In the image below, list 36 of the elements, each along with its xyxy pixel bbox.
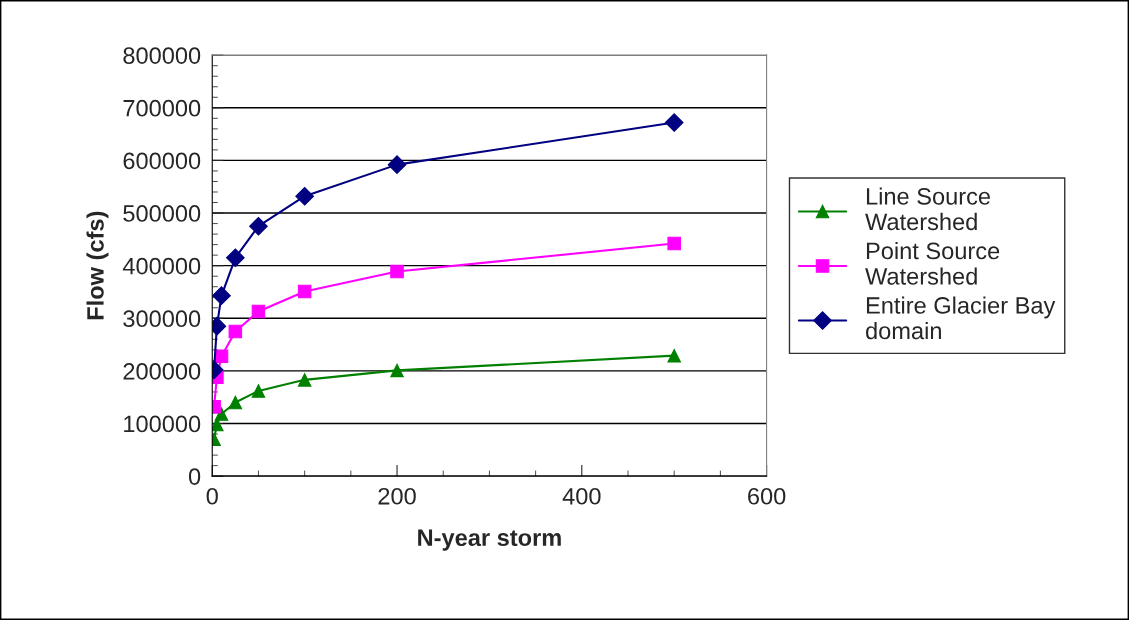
legend-label: Entire Glacier Bay domain — [866, 296, 1056, 340]
point — [390, 363, 404, 378]
point — [251, 304, 266, 319]
legend-label: Point Source Watershed — [865, 241, 1000, 285]
point — [228, 324, 243, 339]
y-tick-label: 800000 — [123, 47, 201, 64]
legend-label: Line Source Watershed — [865, 187, 990, 231]
point — [214, 349, 229, 363]
point — [387, 155, 407, 174]
point — [297, 284, 312, 299]
point — [297, 373, 312, 387]
x-tick-label: 600 — [748, 487, 786, 505]
point — [214, 407, 229, 421]
y-tick-label: 400000 — [122, 257, 201, 275]
y-tick-label: 500000 — [123, 205, 201, 222]
point — [664, 113, 684, 132]
y-tick-label: 600000 — [123, 152, 201, 170]
point — [390, 264, 404, 279]
y-tick-label: 200000 — [123, 362, 201, 380]
x-tick-label: 400 — [562, 487, 601, 505]
point — [667, 348, 681, 363]
point — [225, 248, 245, 268]
y-tick-label: 300000 — [123, 310, 201, 328]
y-tick-label: 0 — [188, 468, 201, 485]
x-axis-title: N-year storm — [418, 529, 561, 551]
point — [228, 395, 243, 410]
point — [667, 236, 681, 251]
point — [251, 384, 266, 398]
point — [212, 286, 231, 306]
point — [249, 216, 268, 236]
y-tick-label: 700000 — [123, 99, 201, 117]
point — [295, 186, 314, 206]
x-tick-label: 200 — [378, 487, 416, 505]
y-tick-label: 100000 — [124, 415, 201, 433]
x-tick-label: 0 — [206, 487, 218, 505]
y-axis-title: Flow (cfs) — [86, 211, 109, 320]
